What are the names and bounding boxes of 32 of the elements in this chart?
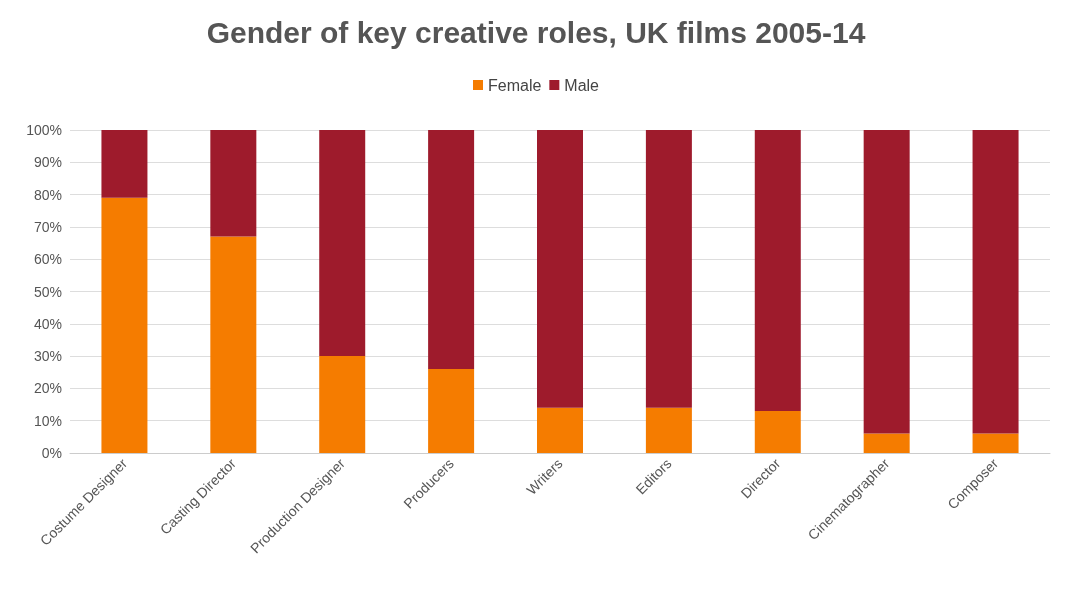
y-tick-label: 20% (33, 380, 62, 397)
y-tick-label: 90% (33, 154, 62, 171)
bar (645, 407, 692, 453)
chart-title: Gender of key creative roles, UK films 2005-14 (206, 15, 866, 49)
bar (972, 130, 1019, 434)
bar (754, 411, 801, 453)
y-tick-label: 0% (41, 445, 62, 461)
y-tick-label: 40% (33, 315, 62, 332)
bar (210, 130, 257, 237)
legend-label: Male (564, 76, 600, 94)
bar (537, 407, 583, 453)
y-tick-label: 70% (33, 218, 62, 235)
bar (863, 433, 910, 453)
y-tick-label: 60% (33, 251, 62, 268)
y-tick-label: 30% (33, 348, 62, 365)
bar (645, 130, 692, 408)
legend-label: Female (487, 76, 542, 94)
bar (863, 130, 910, 434)
bar (101, 197, 148, 453)
bar (428, 130, 475, 370)
bar (101, 130, 148, 198)
bar (319, 130, 366, 357)
bar (319, 356, 366, 453)
y-tick-label: 100% (26, 122, 62, 138)
y-tick-label: 10% (33, 412, 62, 429)
bar (210, 236, 257, 453)
y-tick-label: 80% (33, 186, 62, 203)
bar (754, 130, 801, 412)
bar (972, 433, 1019, 453)
y-tick-label: 50% (33, 283, 62, 300)
bar (537, 130, 583, 408)
bar (428, 369, 475, 453)
